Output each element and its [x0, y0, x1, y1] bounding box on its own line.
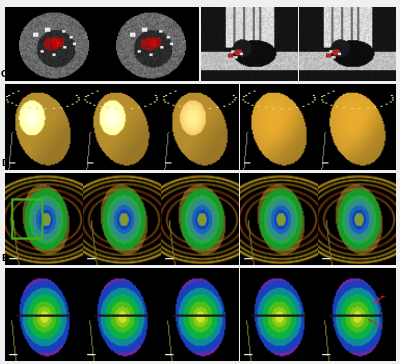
- Text: C: C: [1, 70, 7, 79]
- Text: D: D: [1, 159, 8, 168]
- Text: A: A: [0, 0, 6, 1]
- Text: E: E: [1, 254, 6, 262]
- Text: B: B: [197, 0, 203, 1]
